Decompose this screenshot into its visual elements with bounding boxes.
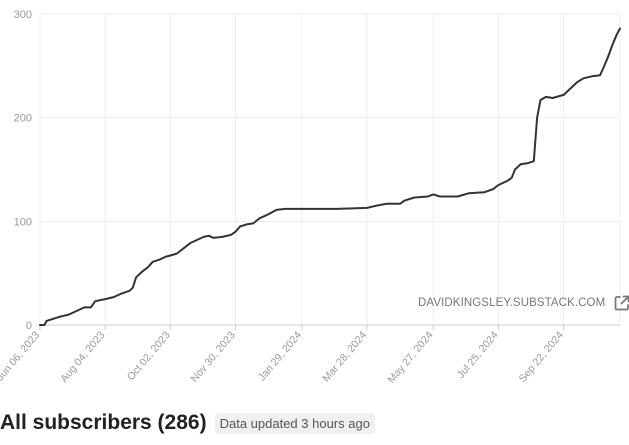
subscriber-series-line	[39, 27, 621, 326]
y-tick-label: 200	[14, 113, 32, 125]
chart-title: All subscribers (286)	[0, 411, 207, 434]
y-axis: 0 100 200 300	[14, 9, 32, 332]
subscriber-chart: 0 100 200 300 Jun 06, 2023 Aug 04, 2023 Oct 0…	[0, 9, 621, 386]
chart-series	[39, 27, 621, 326]
x-tick-label: May 27, 2024	[385, 329, 435, 386]
data-updated-badge: Data updated 3 hours ago	[214, 412, 375, 434]
chart-grid	[39, 13, 621, 325]
x-tick-label: Jun 06, 2023	[0, 329, 42, 383]
x-tick-label: Nov 30, 2023	[188, 329, 237, 385]
x-axis: Jun 06, 2023 Aug 04, 2023 Oct 02, 2023 Nov …	[0, 324, 620, 386]
watermark-text: DAVIDKINGSLEY.SUBSTACK.COM	[418, 297, 606, 309]
x-tick-label: Jan 29, 2024	[256, 329, 304, 383]
x-tick-label: Jul 25, 2024	[455, 329, 501, 381]
substack-watermark[interactable]: DAVIDKINGSLEY.SUBSTACK.COM	[418, 294, 629, 312]
external-link-icon[interactable]	[613, 294, 629, 312]
x-tick-label: Mar 28, 2024	[320, 329, 369, 384]
x-tick-label: Oct 02, 2023	[125, 329, 173, 383]
y-tick-label: 0	[26, 320, 32, 332]
chart-footer: All subscribers (286) Data updated 3 hou…	[0, 407, 375, 439]
x-tick-label: Aug 04, 2023	[58, 329, 107, 385]
y-tick-label: 300	[14, 9, 32, 21]
x-tick-label: Sep 22, 2024	[517, 329, 566, 385]
y-tick-label: 100	[14, 216, 32, 228]
